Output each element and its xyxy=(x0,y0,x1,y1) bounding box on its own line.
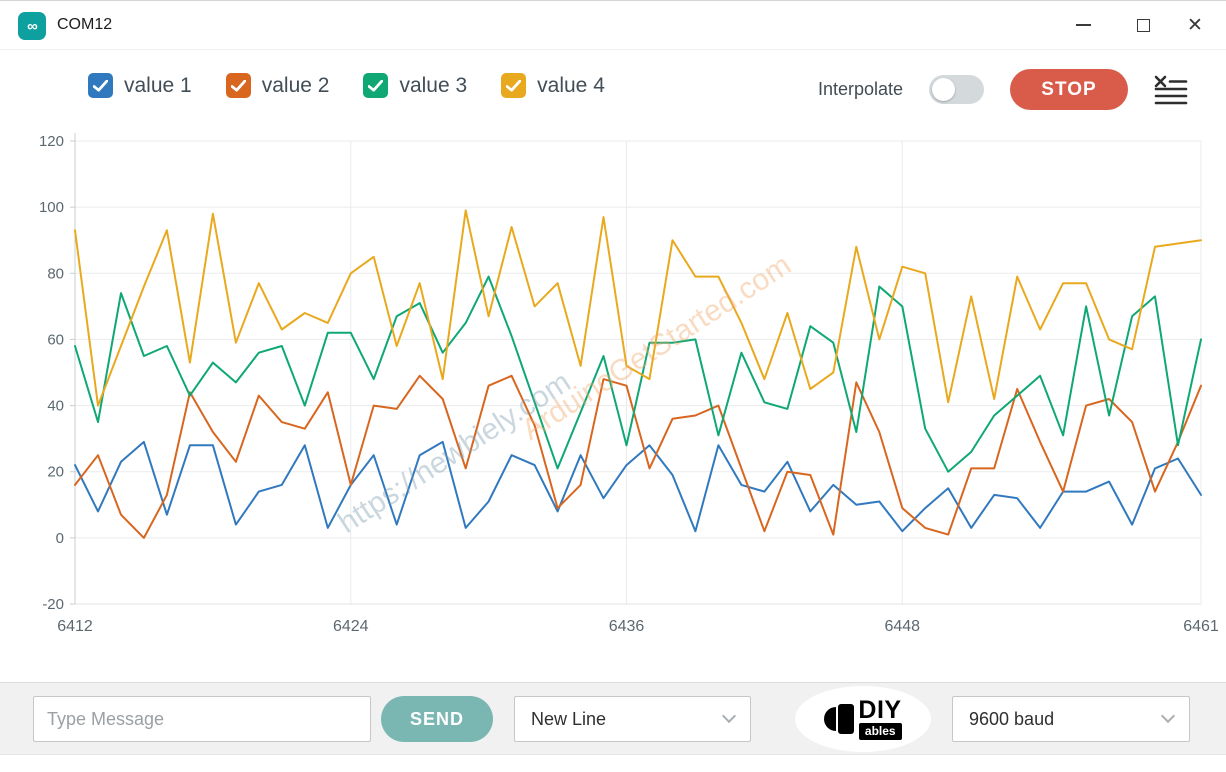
send-button[interactable]: SEND xyxy=(381,696,493,742)
speaker-icon xyxy=(824,704,855,734)
legend-item-value2[interactable]: value 2 xyxy=(225,73,330,98)
legend-label: value 3 xyxy=(399,73,468,97)
minimize-icon xyxy=(1075,24,1091,26)
chevron-down-icon xyxy=(721,708,737,724)
svg-text:40: 40 xyxy=(47,398,64,415)
value4-checkbox[interactable] xyxy=(501,73,527,98)
legend-label: value 2 xyxy=(261,73,330,97)
legend-item-value3[interactable]: value 3 xyxy=(363,73,467,98)
toggle-knob xyxy=(932,78,955,101)
svg-text:-20: -20 xyxy=(42,596,64,613)
svg-text:6461: 6461 xyxy=(1183,618,1219,635)
minimize-button[interactable] xyxy=(1060,2,1106,48)
interpolate-toggle[interactable] xyxy=(929,75,984,104)
legend-label: value 1 xyxy=(124,73,192,97)
value1-checkbox[interactable] xyxy=(88,73,113,98)
chevron-down-icon xyxy=(1160,708,1176,724)
plotter-controls: Interpolate STOP xyxy=(818,69,1188,110)
diyables-logo: DIY ables xyxy=(795,686,931,752)
logo-text-bottom: ables xyxy=(858,723,902,740)
svg-text:6412: 6412 xyxy=(57,618,93,635)
svg-text:80: 80 xyxy=(47,265,64,282)
baud-rate-select[interactable]: 9600 baud xyxy=(952,696,1190,742)
arduino-infinity-icon: ∞ xyxy=(18,12,46,40)
value3-checkbox[interactable] xyxy=(363,73,389,98)
clear-output-icon[interactable] xyxy=(1154,75,1188,105)
serial-bottom-bar: SEND New Line DIY ables 9600 baud xyxy=(0,682,1226,755)
interpolate-label: Interpolate xyxy=(817,79,903,99)
maximize-icon xyxy=(1136,18,1150,32)
series-legend: value 1 value 2 value 3 value 4 xyxy=(88,73,605,98)
svg-text:60: 60 xyxy=(47,331,64,348)
svg-text:6448: 6448 xyxy=(884,618,920,635)
plot-area: -20 0 20 40 60 80 100 120 6412 6424 6436 6448 6461 ht… xyxy=(0,123,1226,668)
legend-label: value 4 xyxy=(537,73,605,97)
baud-rate-value: 9600 baud xyxy=(969,708,1055,729)
svg-text:6436: 6436 xyxy=(609,618,645,635)
close-icon: ✕ xyxy=(1187,14,1203,36)
logo-text-top: DIY xyxy=(858,696,902,724)
message-input[interactable] xyxy=(33,696,371,742)
svg-text:20: 20 xyxy=(47,464,64,481)
window-title: COM12 xyxy=(57,16,113,33)
line-ending-select[interactable]: New Line xyxy=(514,696,751,742)
svg-text:0: 0 xyxy=(56,530,64,547)
svg-text:6424: 6424 xyxy=(333,618,369,635)
legend-toolbar: value 1 value 2 value 3 value 4 Interpol… xyxy=(0,63,1226,115)
legend-item-value4[interactable]: value 4 xyxy=(501,73,605,98)
value2-checkbox[interactable] xyxy=(225,73,251,98)
close-button[interactable]: ✕ xyxy=(1172,2,1218,48)
legend-item-value1[interactable]: value 1 xyxy=(88,73,192,98)
svg-text:120: 120 xyxy=(39,133,64,150)
stop-button[interactable]: STOP xyxy=(1010,69,1128,110)
title-bar: ∞ COM12 ✕ xyxy=(0,2,1226,50)
maximize-button[interactable] xyxy=(1120,2,1166,48)
svg-text:100: 100 xyxy=(39,199,64,216)
line-ending-value: New Line xyxy=(531,708,607,729)
